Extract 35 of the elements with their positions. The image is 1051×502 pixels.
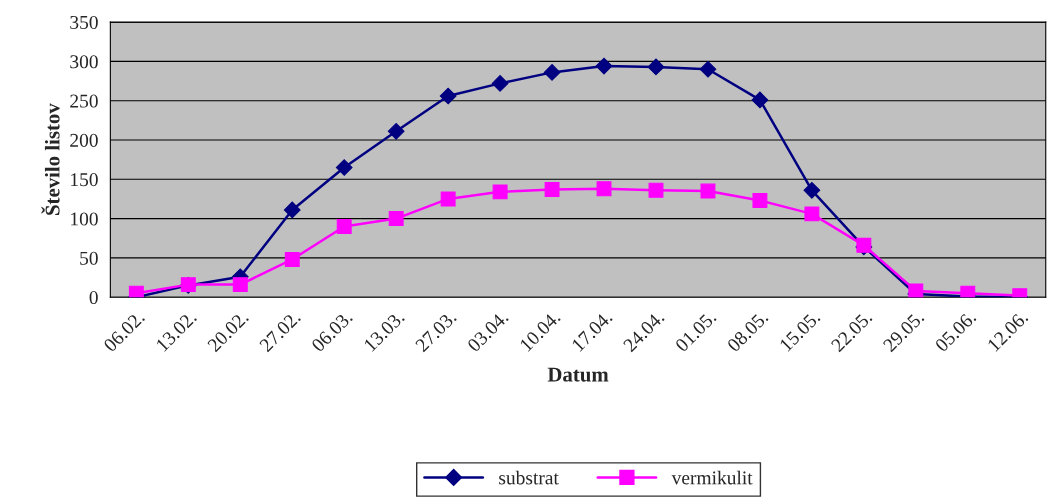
point: [751, 91, 769, 109]
point: [232, 277, 248, 293]
point: [648, 182, 664, 198]
point: [647, 58, 665, 76]
point: [492, 184, 508, 200]
point: [388, 211, 404, 227]
point: [752, 193, 768, 208]
point: [596, 181, 612, 197]
point: [335, 159, 353, 176]
point: [284, 251, 300, 267]
point: [700, 183, 716, 199]
y-tick-label: 100: [71, 212, 98, 226]
legend-label: vermikulit: [671, 470, 753, 485]
y-tick-label: 350: [70, 15, 98, 30]
y-tick-label: 250: [70, 94, 98, 108]
y-tick-label: 200: [70, 133, 98, 147]
point: [699, 60, 717, 78]
point: [803, 181, 821, 199]
y-tick-label: 300: [70, 55, 98, 69]
point: [387, 122, 405, 140]
point: [336, 218, 352, 234]
point: [439, 87, 457, 105]
point: [544, 182, 560, 197]
x-axis-title: Datum: [547, 367, 609, 382]
y-tick-label: 0: [89, 291, 98, 305]
legend-label: substrat: [499, 470, 559, 485]
point: [491, 75, 509, 92]
point: [283, 201, 301, 219]
point: [440, 191, 456, 207]
y-axis-title: Število listov: [41, 103, 60, 215]
point: [804, 206, 820, 222]
point: [543, 64, 561, 81]
y-tick-label: 50: [80, 251, 98, 265]
point: [595, 57, 613, 75]
y-tick-label: 150: [71, 173, 98, 187]
